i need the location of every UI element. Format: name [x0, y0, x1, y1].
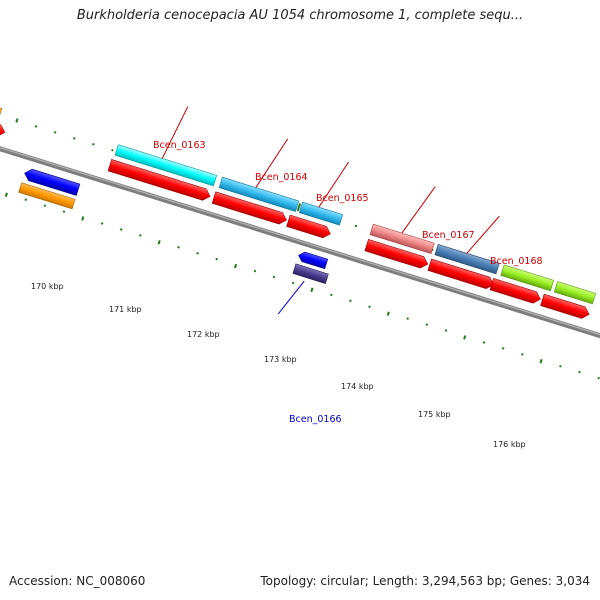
cds-arrow-forward[interactable]: [286, 214, 333, 240]
cds-arrow-forward[interactable]: [0, 111, 7, 138]
cds-arrow-reverse[interactable]: [297, 251, 329, 270]
kbp-label: 172 kbp: [187, 330, 220, 339]
kbp-label: 171 kbp: [109, 305, 142, 314]
cds-arrow-forward[interactable]: [364, 239, 430, 269]
gene-block-lime[interactable]: [553, 281, 597, 305]
gene-label-bcen-0168[interactable]: Bcen_0168: [490, 256, 543, 267]
gene-block-bcen-0165[interactable]: [298, 201, 344, 226]
cds-arrow-forward[interactable]: [211, 191, 288, 226]
gene-label-bcen-0166[interactable]: Bcen_0166: [289, 414, 342, 425]
accession-text: Accession: NC_008060: [9, 574, 146, 588]
label-leader: [255, 138, 289, 188]
gene-block-bcen-0163[interactable]: [114, 144, 218, 187]
lower-tick-row: [4, 192, 600, 380]
gene-block-bcen-0164[interactable]: [218, 176, 300, 212]
gene-block-lime[interactable]: [500, 264, 555, 292]
chromosome-backbone-highlight: [0, 122, 600, 359]
cds-arrow-forward[interactable]: [107, 159, 212, 202]
gene-label-bcen-0167[interactable]: Bcen_0167: [422, 230, 475, 241]
map-title: Burkholderia cenocepacia AU 1054 chromos…: [76, 8, 524, 23]
cds-arrow-reverse[interactable]: [23, 167, 81, 196]
gene-block-bcen-0166[interactable]: [292, 263, 329, 284]
cds-arrow-forward[interactable]: [427, 258, 496, 290]
kbp-label: 174 kbp: [341, 382, 374, 391]
gene-block-bcen-0167[interactable]: [369, 223, 435, 255]
cds-arrow-forward[interactable]: [489, 277, 542, 305]
label-leader: [466, 215, 500, 254]
gene-label-bcen-0163[interactable]: Bcen_0163: [153, 140, 206, 151]
kbp-label: 175 kbp: [418, 410, 451, 419]
label-leader: [401, 186, 436, 234]
gene-block-bcen-0168[interactable]: [434, 243, 500, 275]
label-leader: [277, 280, 305, 315]
kbp-label: 173 kbp: [264, 355, 297, 364]
kbp-label: 176 kbp: [493, 440, 526, 449]
topology-summary: Topology: circular; Length: 3,294,563 bp…: [260, 574, 590, 588]
kbp-label: 170 kbp: [31, 282, 64, 291]
chromosome-backbone: [0, 121, 600, 361]
gene-label-bcen-0164[interactable]: Bcen_0164: [255, 172, 308, 183]
label-leader: [161, 106, 189, 159]
gene-block-orange[interactable]: [18, 182, 76, 210]
gene-block-orange[interactable]: [0, 94, 3, 120]
label-leader: [318, 161, 350, 208]
cds-arrow-forward[interactable]: [540, 293, 591, 320]
gene-label-bcen-0165[interactable]: Bcen_0165: [316, 193, 369, 204]
